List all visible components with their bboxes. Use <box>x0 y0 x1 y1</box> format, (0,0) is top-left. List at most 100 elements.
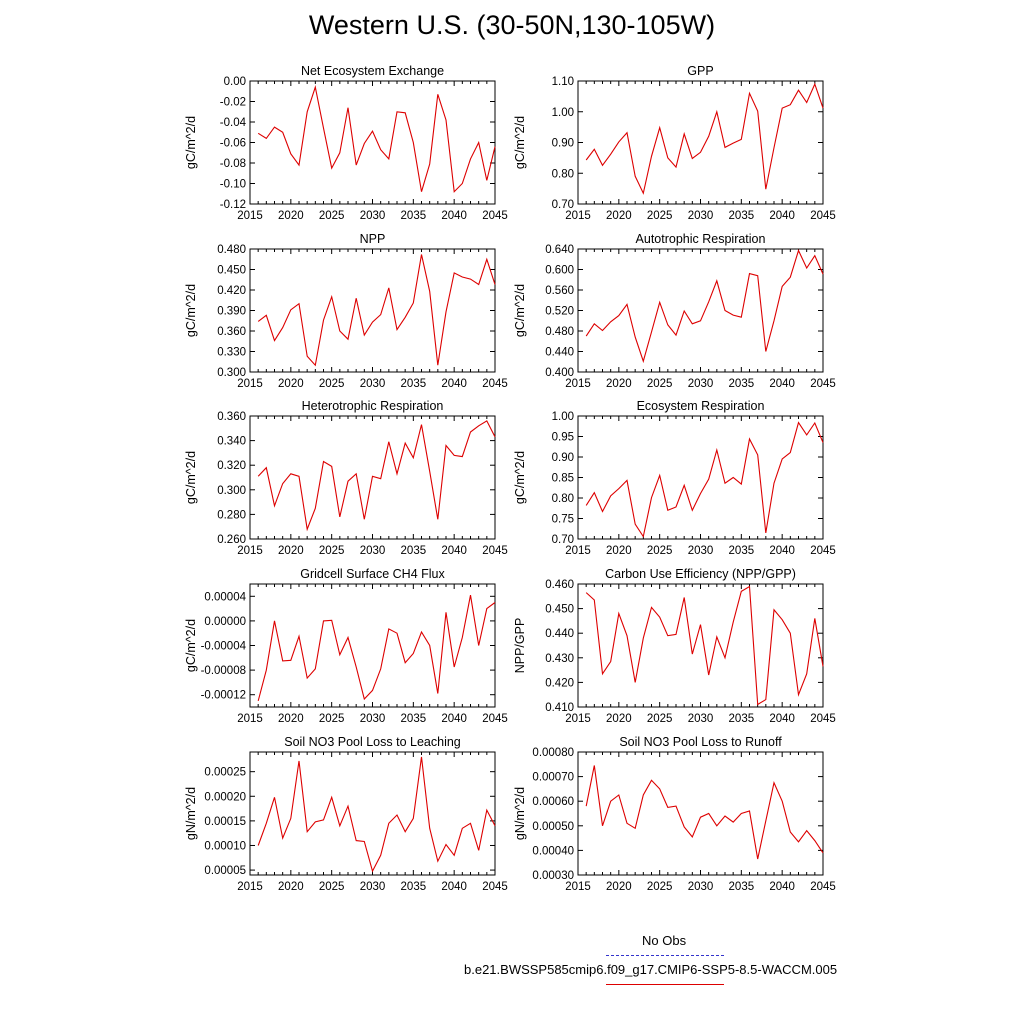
panel-8-xtick-label-2045: 2045 <box>810 713 836 725</box>
panel-9-series-line <box>257 756 496 873</box>
panel-9-frame <box>249 751 496 876</box>
panel-7-ylabel: gC/m^2/d <box>184 619 198 672</box>
panel-5-ylabel: gC/m^2/d <box>184 451 198 504</box>
panel-4-xtick-label-2025: 2025 <box>647 378 673 390</box>
panel-3-ytick-label-4: 0.420 <box>217 285 246 297</box>
panel-7-title: Gridcell Surface CH4 Flux <box>300 567 445 581</box>
panel-6-frame <box>577 415 824 540</box>
panel-2-xtick-label-2015: 2015 <box>565 210 591 222</box>
panel-3-xtick-label-2045: 2045 <box>482 378 508 390</box>
panel-10-series-line <box>585 765 824 860</box>
panel-8-ytick-label-4: 0.450 <box>545 604 574 616</box>
panel-7-ytick-label-2: -0.00004 <box>201 641 247 653</box>
panel-6-ytick-label-4: 0.90 <box>552 452 574 464</box>
panel-2-xtick-label-2035: 2035 <box>729 210 755 222</box>
panel-4-ytick-label-1: 0.440 <box>545 347 574 359</box>
panel-1-xtick-label-2035: 2035 <box>401 210 427 222</box>
panel-6-ytick-label-6: 1.00 <box>552 411 574 423</box>
figure-title: Western U.S. (30-50N,130-105W) <box>308 10 716 40</box>
panel-4-ytick-label-2: 0.480 <box>545 326 574 338</box>
panel-9-xtick-label-2045: 2045 <box>482 881 508 893</box>
panel-10-frame <box>577 751 824 876</box>
panel-6-title: Ecosystem Respiration <box>637 399 765 413</box>
panel-8-ytick-label-1: 0.420 <box>545 677 574 689</box>
panel-9-xtick-label-2040: 2040 <box>441 881 467 893</box>
panel-6-xtick-label-2015: 2015 <box>565 545 591 557</box>
panel-6-ylabel: gC/m^2/d <box>513 451 527 504</box>
panel-1-xtick-label-2040: 2040 <box>441 210 467 222</box>
panel-3-series-line <box>257 254 496 367</box>
panel-5-ytick-label-5: 0.360 <box>217 411 246 423</box>
panel-3-frame <box>249 248 496 373</box>
panel-6-xtick-label-2045: 2045 <box>810 545 836 557</box>
panel-3-ylabel: gC/m^2/d <box>184 284 198 337</box>
panel-8-ytick-label-5: 0.460 <box>545 579 574 591</box>
panel-6-xtick-label-2030: 2030 <box>688 545 714 557</box>
panel-8-ylabel: NPP/GPP <box>513 618 527 674</box>
panel-10-ytick-label-1: 0.00040 <box>532 845 574 857</box>
panel-7-ytick-label-1: 0.00000 <box>204 616 246 628</box>
panel-10-ytick-label-0: 0.00030 <box>532 870 574 882</box>
panel-2-ytick-label-2: 0.90 <box>552 138 574 150</box>
panel-10-xtick-label-2045: 2045 <box>810 881 836 893</box>
panel-3-ytick-label-6: 0.480 <box>217 244 246 256</box>
panel-5-xtick-label-2030: 2030 <box>360 545 386 557</box>
panel-1-xtick-label-2015: 2015 <box>237 210 263 222</box>
panel-7-xtick-label-2045: 2045 <box>482 713 508 725</box>
panel-2-ytick-label-4: 1.10 <box>552 76 574 88</box>
panel-2-ytick-label-3: 1.00 <box>552 107 574 119</box>
panel-3-xtick-label-2025: 2025 <box>319 378 345 390</box>
panel-3-title: NPP <box>360 232 386 246</box>
panel-9-ytick-label-1: 0.00010 <box>204 840 246 852</box>
panel-7-xtick-label-2040: 2040 <box>441 713 467 725</box>
panel-2-series-line <box>585 82 824 195</box>
panel-7-ytick-label-3: -0.00008 <box>201 665 246 677</box>
panel-6-xtick-label-2020: 2020 <box>606 545 632 557</box>
panel-10-ytick-label-5: 0.00080 <box>532 747 574 759</box>
panel-8-frame <box>577 583 824 708</box>
panel-7-xtick-label-2025: 2025 <box>319 713 345 725</box>
panel-7-xtick-label-2030: 2030 <box>360 713 386 725</box>
panel-8-xtick-label-2030: 2030 <box>688 713 714 725</box>
panel-2-xtick-label-2025: 2025 <box>647 210 673 222</box>
panel-9-ytick-label-3: 0.00020 <box>204 791 246 803</box>
panel-3-xtick-label-2030: 2030 <box>360 378 386 390</box>
panel-5-ytick-label-1: 0.280 <box>217 509 246 521</box>
panel-4-ytick-label-4: 0.560 <box>545 285 574 297</box>
panel-1-xtick-label-2020: 2020 <box>278 210 304 222</box>
panel-4-xtick-label-2045: 2045 <box>810 378 836 390</box>
panel-4-ylabel: gC/m^2/d <box>513 284 527 337</box>
panel-10-ytick-label-2: 0.00050 <box>532 821 574 833</box>
panel-3-xtick-label-2020: 2020 <box>278 378 304 390</box>
panel-9-xtick-label-2015: 2015 <box>237 881 263 893</box>
panel-7-xtick-label-2035: 2035 <box>401 713 427 725</box>
panel-5-xtick-label-2045: 2045 <box>482 545 508 557</box>
panel-7-series-line <box>257 594 496 702</box>
panel-1-title: Net Ecosystem Exchange <box>301 64 444 78</box>
panel-3-xtick-label-2035: 2035 <box>401 378 427 390</box>
panel-5-xtick-label-2015: 2015 <box>237 545 263 557</box>
panel-4-title: Autotrophic Respiration <box>636 232 766 246</box>
panel-1-ytick-label-5: -0.10 <box>220 179 246 191</box>
panel-3-xtick-label-2040: 2040 <box>441 378 467 390</box>
panel-3-ytick-label-3: 0.390 <box>217 306 246 318</box>
panel-7-xtick-label-2015: 2015 <box>237 713 263 725</box>
panel-9-ylabel: gN/m^2/d <box>184 787 198 840</box>
panel-7-xtick-label-2020: 2020 <box>278 713 304 725</box>
panel-3-ytick-label-2: 0.360 <box>217 326 246 338</box>
panel-1-ytick-label-3: -0.06 <box>220 138 246 150</box>
panel-7-ytick-label-0: 0.00004 <box>204 591 246 603</box>
panel-1-xtick-label-2025: 2025 <box>319 210 345 222</box>
panel-6-ytick-label-3: 0.85 <box>552 473 574 485</box>
panel-9-ytick-label-4: 0.00025 <box>204 767 246 779</box>
panel-1-ytick-label-1: -0.02 <box>220 97 246 109</box>
panel-5-series-line <box>257 420 496 532</box>
panel-5-ytick-label-3: 0.320 <box>217 460 246 472</box>
panel-8-ytick-label-2: 0.430 <box>545 653 574 665</box>
panel-2-title: GPP <box>687 64 713 78</box>
panel-3-xtick-label-2015: 2015 <box>237 378 263 390</box>
panel-10-xtick-label-2015: 2015 <box>565 881 591 893</box>
panel-10-title: Soil NO3 Pool Loss to Runoff <box>619 735 782 749</box>
panel-9-title: Soil NO3 Pool Loss to Leaching <box>284 735 461 749</box>
